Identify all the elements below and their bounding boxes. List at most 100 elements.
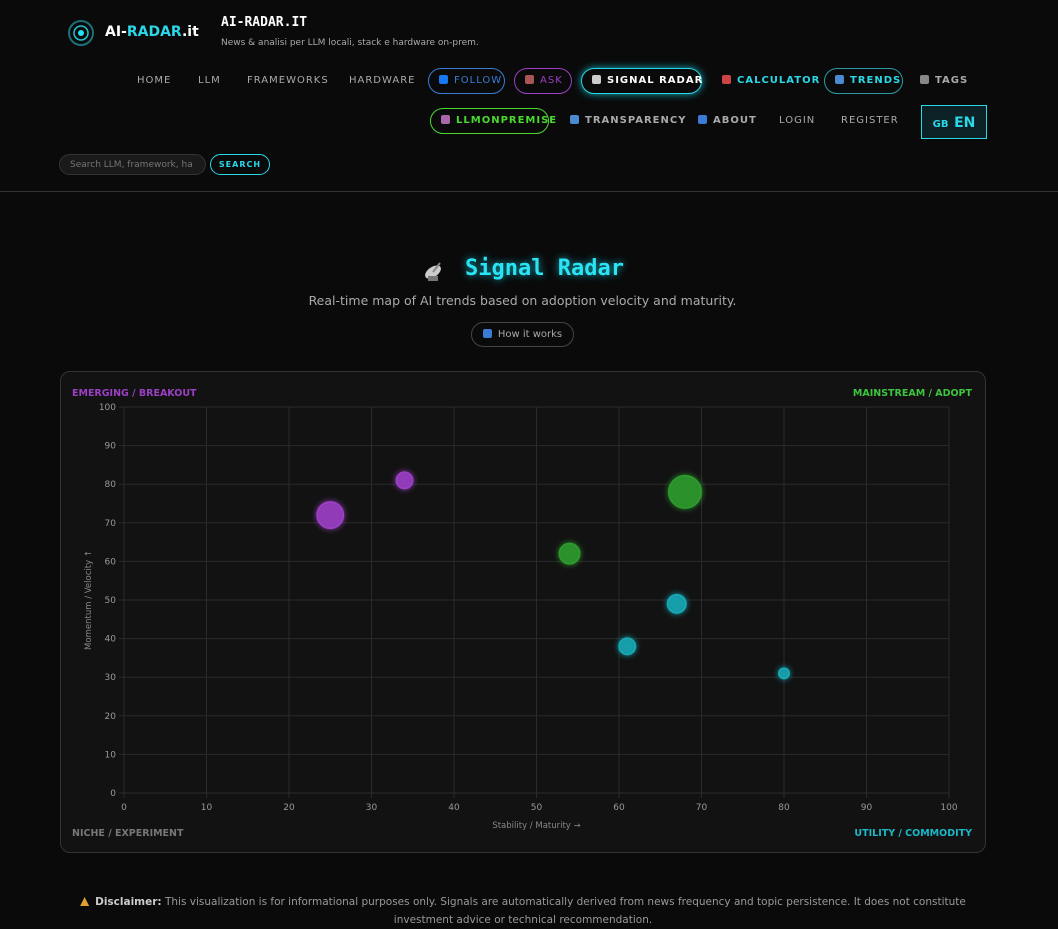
disclaimer-text: This visualization is for informational … [164, 896, 966, 926]
y-tick-label: 40 [105, 635, 117, 645]
nav-label: TRENDS [850, 75, 902, 86]
y-tick-label: 30 [105, 673, 117, 683]
nav-item[interactable]: FRAMEWORKS [247, 68, 329, 94]
nav-icon [439, 75, 448, 84]
nav-item[interactable]: LLMONPREMISE [430, 108, 556, 134]
x-axis-label: Stability / Maturity → [492, 821, 580, 831]
disclaimer-label: Disclaimer: [95, 896, 162, 908]
x-tick-label: 50 [531, 803, 543, 813]
y-tick-label: 100 [99, 403, 116, 413]
x-tick-label: 70 [696, 803, 708, 813]
y-tick-label: 60 [105, 557, 117, 567]
y-tick-label: 70 [105, 519, 117, 529]
nav-item[interactable]: ABOUT [698, 108, 757, 134]
nav-label: FOLLOW [454, 75, 503, 86]
nav-label: SIGNAL RADAR [607, 75, 704, 86]
quadrant-label: NICHE / EXPERIMENT [72, 828, 184, 839]
nav-item[interactable]: REGISTER [841, 108, 899, 134]
brand-part: .it [181, 24, 199, 40]
nav-icon [592, 75, 601, 84]
brand-part: AI- [105, 24, 127, 40]
how-it-works-button[interactable]: How it works [471, 322, 574, 347]
nav-label: HARDWARE [349, 75, 416, 86]
bubble [316, 501, 345, 530]
y-axis-label: Momentum / Velocity ↑ [84, 550, 94, 650]
nav-item[interactable]: TAGS [920, 68, 968, 94]
nav-label: LLM [198, 75, 221, 86]
nav-icon [698, 115, 707, 124]
x-tick-label: 40 [448, 803, 460, 813]
language-button[interactable]: GB EN [921, 105, 987, 139]
warning-icon [80, 897, 90, 906]
x-tick-label: 100 [940, 803, 957, 813]
logo-icon [68, 20, 94, 46]
lang: EN [954, 115, 976, 131]
x-tick-label: 90 [861, 803, 873, 813]
nav-icon [835, 75, 844, 84]
nav-item[interactable]: LOGIN [779, 108, 815, 134]
page-title: Signal Radar [465, 256, 624, 281]
nav-item[interactable]: HOME [137, 68, 171, 94]
title-icon [425, 262, 441, 281]
bubble [618, 637, 637, 656]
quadrant-label: EMERGING / BREAKOUT [72, 388, 197, 399]
nav-label: LOGIN [779, 115, 816, 126]
quadrant-label: MAINSTREAM / ADOPT [853, 388, 973, 399]
nav-label: FRAMEWORKS [247, 75, 329, 86]
quadrant-label: UTILITY / COMMODITY [854, 828, 972, 839]
bubble [778, 667, 790, 680]
nav-label: ASK [540, 75, 563, 86]
site-title: AI-RADAR.IT [221, 15, 308, 30]
x-tick-label: 10 [201, 803, 213, 813]
brand-part: RADAR [126, 24, 182, 40]
label: How it works [497, 329, 563, 340]
disclaimer: Disclaimer: This visualization is for in… [60, 893, 986, 929]
y-tick-label: 10 [105, 750, 117, 760]
x-tick-label: 30 [366, 803, 378, 813]
nav-icon [525, 75, 534, 84]
y-tick-label: 90 [105, 442, 117, 452]
nav-item[interactable]: TRANSPARENCY [570, 108, 686, 134]
tagline: News & analisi per LLM locali, stack e h… [221, 38, 479, 48]
nav-icon [920, 75, 929, 84]
nav-icon [441, 115, 450, 124]
nav-item[interactable]: CALCULATOR [722, 68, 820, 94]
x-tick-label: 0 [121, 803, 127, 813]
bubble [666, 593, 687, 614]
x-tick-label: 80 [778, 803, 790, 813]
subtitle: Real-time map of AI trends based on adop… [308, 293, 737, 308]
flag: GB [932, 119, 949, 130]
info-icon [482, 329, 492, 338]
search-input[interactable] [59, 154, 206, 175]
nav-item[interactable]: SIGNAL RADAR [581, 68, 702, 94]
bubble [395, 471, 414, 490]
search-button[interactable]: SEARCH [210, 154, 270, 175]
bubble [668, 474, 702, 509]
x-tick-label: 20 [283, 803, 295, 813]
nav-label: TRANSPARENCY [585, 115, 687, 126]
brand[interactable]: AI-RADAR.it [105, 24, 199, 40]
nav-item[interactable]: FOLLOW [428, 68, 505, 94]
y-tick-label: 80 [105, 480, 117, 490]
nav-icon [570, 115, 579, 124]
divider [0, 191, 1058, 192]
nav-label: REGISTER [841, 115, 899, 126]
chart: 0 10 20 30 40 50 60 70 80 90 100 0 10 20 30 40 50 60 70 80 9… [72, 388, 973, 839]
nav-label: HOME [137, 75, 172, 86]
nav-item[interactable]: TRENDS [824, 68, 903, 94]
nav-icon [722, 75, 731, 84]
nav-label: LLMONPREMISE [456, 115, 558, 126]
bubble [558, 542, 581, 565]
nav-item[interactable]: HARDWARE [349, 68, 415, 94]
nav-label: TAGS [935, 75, 969, 86]
y-tick-label: 20 [105, 712, 117, 722]
nav-label: ABOUT [713, 115, 757, 126]
chart-card [60, 371, 986, 853]
x-tick-label: 60 [613, 803, 625, 813]
y-tick-label: 0 [110, 789, 116, 799]
nav-item[interactable]: ASK [514, 68, 572, 94]
nav-item[interactable]: LLM [198, 68, 221, 94]
y-tick-label: 50 [105, 596, 117, 606]
nav-label: CALCULATOR [737, 75, 821, 86]
